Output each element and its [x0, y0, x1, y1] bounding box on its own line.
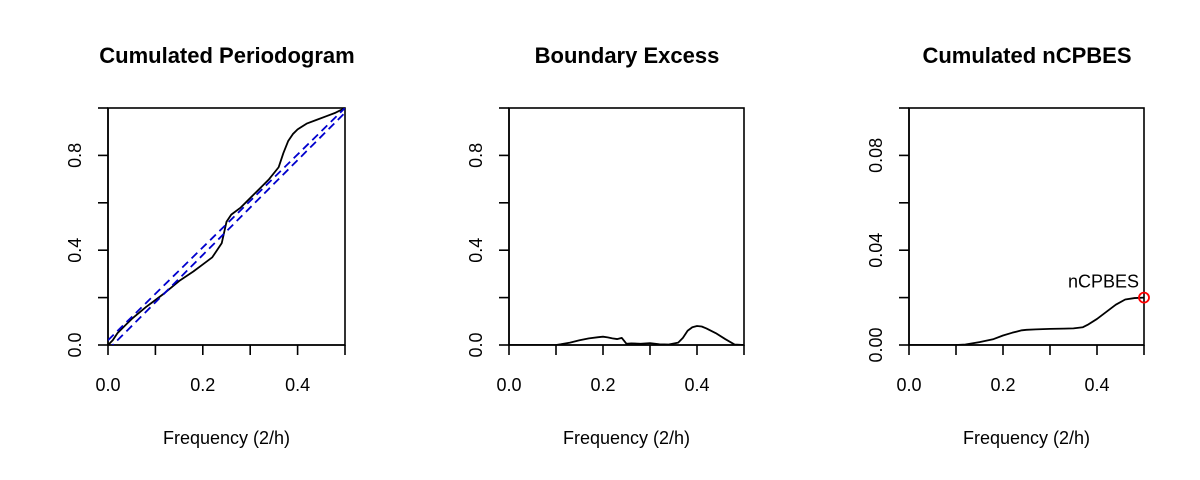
- x-tick-label: 0.0: [496, 375, 521, 395]
- y-tick-label: 0.4: [466, 238, 486, 263]
- marker-annotation: nCPBES: [1068, 272, 1139, 292]
- plot-area: [909, 296, 1144, 345]
- chart-title: Cumulated nCPBES: [922, 43, 1131, 68]
- chart-panel-2: Boundary Excess 0.0 0.2 0.4 0.0 0.4 0.8 Frequen…: [466, 43, 745, 448]
- series-line-1: [108, 108, 345, 345]
- x-axis-label: Frequency (2/h): [963, 428, 1090, 448]
- series-line-3: [111, 112, 345, 345]
- series-line-1: [509, 325, 744, 345]
- chart-title: Boundary Excess: [535, 43, 720, 68]
- x-axis-label: Frequency (2/h): [163, 428, 290, 448]
- y-tick-label: 0.0: [466, 332, 486, 357]
- series-point-marker: [1138, 291, 1150, 304]
- chart-panel-1: Cumulated Periodogram 0.0 0.2 0.4 0.0 0.4 0.8 F…: [65, 43, 355, 448]
- chart-panel-3: Cumulated nCPBES 0.0 0.2 0.4 0.00 0.04 0.08 Fre…: [866, 43, 1150, 448]
- y-tick-label: 0.00: [866, 327, 886, 362]
- x-tick-label: 0.0: [95, 375, 120, 395]
- y-tick-label: 0.4: [65, 238, 85, 263]
- plot-area: [108, 108, 345, 345]
- series-line-1: [909, 296, 1144, 345]
- y-tick-label: 0.8: [466, 143, 486, 168]
- x-tick-label: 0.4: [1084, 375, 1109, 395]
- series-line-2: [108, 108, 345, 341]
- x-tick-label: 0.4: [285, 375, 310, 395]
- y-tick-label: 0.04: [866, 233, 886, 268]
- y-tick-label: 0.8: [65, 143, 85, 168]
- x-axis-label: Frequency (2/h): [563, 428, 690, 448]
- plot-area: [509, 325, 744, 345]
- plot-frame: [508, 107, 745, 346]
- x-tick-label: 0.4: [684, 375, 709, 395]
- y-tick-label: 0.08: [866, 138, 886, 173]
- x-tick-label: 0.0: [896, 375, 921, 395]
- x-tick-label: 0.2: [590, 375, 615, 395]
- x-tick-label: 0.2: [190, 375, 215, 395]
- y-tick-label: 0.0: [65, 332, 85, 357]
- x-tick-label: 0.2: [990, 375, 1015, 395]
- chart-title: Cumulated Periodogram: [99, 43, 354, 68]
